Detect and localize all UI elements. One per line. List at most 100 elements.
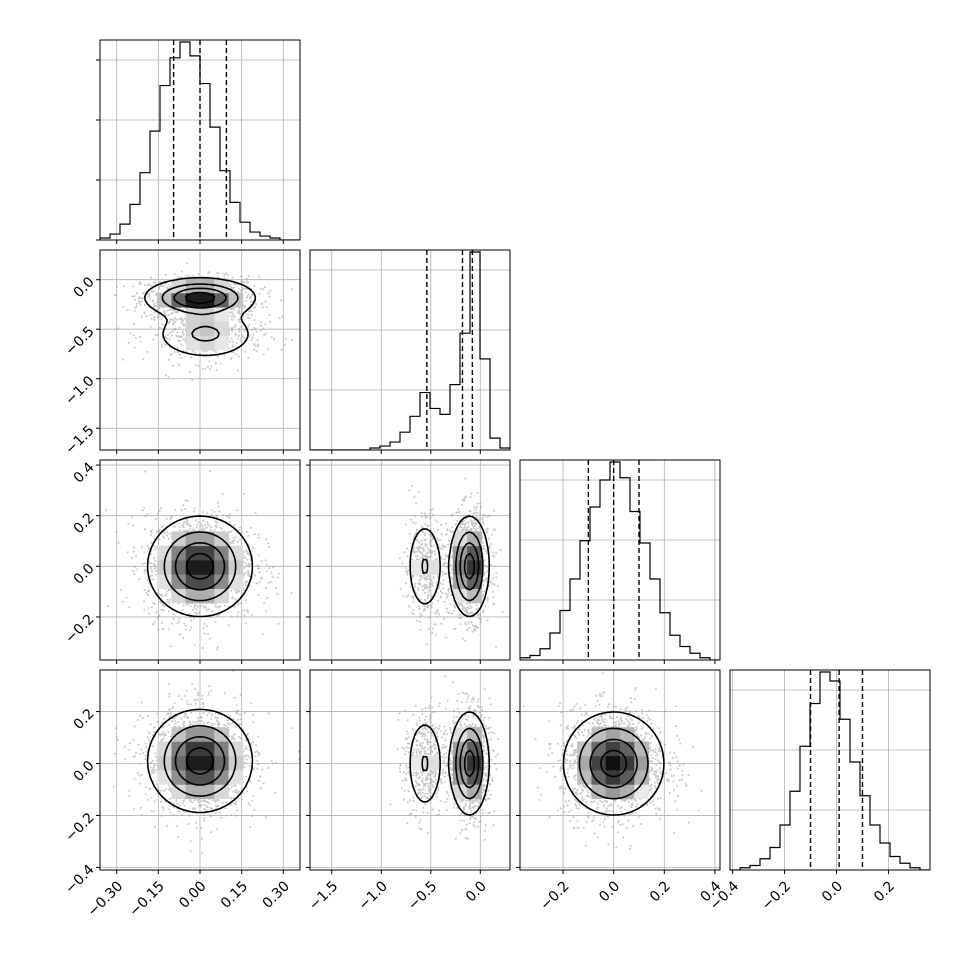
density-cell (620, 784, 635, 799)
y-tick-label: 0.0 (71, 758, 98, 785)
contour-line (185, 552, 215, 580)
density-cell (200, 545, 215, 561)
y-tick-label: 0.2 (71, 510, 98, 537)
density-cell (591, 755, 607, 771)
contour-line (185, 747, 215, 775)
y-tick-label: 0.0 (71, 561, 98, 588)
contour-panel-3-0 (100, 670, 300, 870)
density-cell (200, 727, 215, 742)
contour-panel-1-0 (100, 250, 300, 450)
histogram-panel-1 (310, 250, 510, 450)
contour-line (163, 531, 237, 602)
panel-frame-2-1 (309, 459, 511, 661)
density-cell (200, 560, 215, 575)
histogram-step-2 (520, 461, 720, 660)
contour-line (146, 708, 254, 814)
panel-frame-1-1 (309, 249, 511, 451)
density-cell (620, 741, 635, 757)
x-tick-label: −0.2 (537, 878, 572, 913)
density-cell (185, 278, 201, 294)
density-cell (185, 755, 201, 771)
density-cell (200, 335, 215, 351)
y-tick-label: 0.4 (71, 459, 98, 486)
density-cell (200, 292, 215, 308)
density-cell (171, 588, 187, 604)
contour-line (174, 542, 226, 591)
density-cell (171, 574, 187, 589)
histogram-step-0 (100, 41, 300, 240)
density-cell (591, 741, 607, 757)
y-tick-label: 0.0 (71, 274, 98, 301)
density-cell (185, 321, 201, 337)
density-cell (214, 770, 229, 785)
density-cell (634, 741, 649, 757)
y-tick-label: −0.2 (62, 611, 97, 646)
density-cell (620, 770, 635, 785)
density-cell (185, 560, 201, 575)
density-cell (591, 770, 607, 785)
density-cell (591, 784, 607, 799)
density-cell (228, 545, 244, 561)
density-cell (200, 784, 215, 799)
density-cell (228, 574, 244, 589)
density-cell (185, 727, 201, 742)
contour-panel-2-0 (100, 460, 300, 660)
density-cell (171, 560, 187, 575)
x-tick-label: −0.5 (405, 878, 440, 913)
contour-line (144, 276, 257, 357)
histogram-step-3 (730, 671, 930, 870)
y-tick-label: 0.2 (71, 706, 98, 733)
contour-line (173, 287, 227, 309)
contour-line (578, 727, 649, 800)
density-cell (410, 755, 425, 771)
density-cell (214, 321, 229, 337)
histogram-panel-0 (100, 40, 300, 240)
contour-line (146, 515, 254, 618)
contour-line (421, 727, 484, 800)
x-tick-label: −0.2 (759, 878, 794, 913)
density-cell (577, 755, 592, 771)
density-cell (605, 741, 621, 757)
contour-line (562, 711, 665, 816)
density-cell (214, 335, 229, 351)
density-cell (185, 545, 201, 561)
x-tick-label: 0.0 (463, 878, 490, 905)
density-cell (214, 588, 229, 604)
density-cell (214, 784, 229, 799)
contour-line (163, 724, 237, 797)
density-cell (410, 560, 425, 575)
density-cell (634, 755, 649, 771)
x-tick-label: 0.00 (176, 878, 209, 911)
contour-line (463, 749, 476, 778)
density-cell (200, 321, 215, 337)
y-tick-label: −0.4 (62, 862, 97, 897)
scatter-points (389, 675, 500, 841)
panel-frame-2-2 (519, 459, 721, 661)
y-tick-label: −1.0 (62, 373, 97, 408)
x-tick-label: −0.30 (85, 878, 127, 920)
panel-frame-3-2 (519, 669, 721, 871)
contour-line (463, 552, 476, 580)
contour-panel-3-1 (310, 670, 510, 870)
density-cell (214, 545, 229, 561)
contour-line (459, 542, 480, 591)
density-cell (620, 727, 635, 742)
contour-line (174, 736, 226, 786)
x-tick-label: −0.15 (126, 878, 168, 920)
contour-line (421, 531, 484, 602)
contour-line (600, 749, 628, 778)
panel-frame-3-1 (309, 669, 511, 871)
histogram-panel-3 (730, 670, 930, 870)
contour-line (409, 515, 490, 618)
density-cell (214, 574, 229, 589)
histogram-step-1 (310, 251, 510, 450)
contour-line (589, 738, 638, 789)
density-cell (185, 307, 201, 322)
x-tick-label: 0.0 (596, 878, 623, 905)
density-cell (228, 770, 244, 785)
x-tick-label: 0.2 (871, 878, 898, 905)
x-tick-label: 0.2 (647, 878, 674, 905)
density-cell (605, 755, 621, 771)
